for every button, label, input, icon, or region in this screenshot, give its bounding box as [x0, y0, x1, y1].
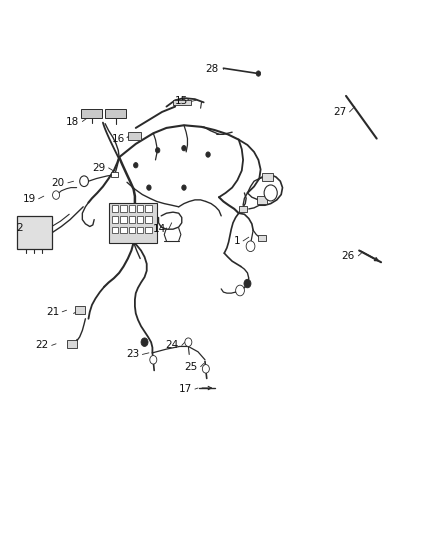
Bar — [112, 205, 118, 212]
Bar — [137, 216, 143, 223]
Bar — [129, 205, 135, 212]
Text: 20: 20 — [52, 178, 65, 188]
Circle shape — [182, 185, 186, 190]
Bar — [129, 216, 135, 223]
Circle shape — [185, 338, 192, 346]
Bar — [145, 205, 152, 212]
Text: 15: 15 — [175, 96, 188, 106]
Bar — [257, 196, 267, 204]
Text: 19: 19 — [23, 194, 36, 204]
Bar — [105, 109, 126, 118]
Circle shape — [206, 152, 210, 157]
Text: 16: 16 — [112, 134, 125, 143]
Bar — [81, 109, 102, 118]
Bar — [129, 227, 135, 233]
Bar — [145, 227, 152, 233]
Bar — [145, 216, 152, 223]
Text: 29: 29 — [92, 163, 105, 173]
Bar — [239, 206, 247, 212]
Circle shape — [134, 163, 138, 168]
Circle shape — [182, 146, 186, 151]
Circle shape — [53, 191, 60, 199]
Bar — [120, 205, 127, 212]
Bar — [128, 132, 141, 140]
Bar — [137, 227, 143, 233]
Text: 17: 17 — [179, 384, 192, 394]
Bar — [75, 306, 85, 314]
Bar — [109, 203, 157, 243]
Text: 25: 25 — [185, 362, 198, 372]
Text: 27: 27 — [333, 107, 346, 117]
Circle shape — [244, 279, 251, 288]
Text: 26: 26 — [342, 251, 355, 261]
Circle shape — [150, 356, 157, 364]
Bar — [120, 227, 127, 233]
Bar — [67, 340, 77, 348]
Bar — [112, 227, 118, 233]
Circle shape — [246, 241, 255, 252]
Circle shape — [256, 71, 261, 76]
Bar — [258, 235, 266, 241]
Bar — [137, 205, 143, 212]
Bar — [262, 173, 272, 181]
Bar — [120, 216, 127, 223]
Text: 23: 23 — [126, 350, 139, 359]
Text: 1: 1 — [233, 236, 240, 246]
Circle shape — [141, 338, 148, 346]
Circle shape — [236, 285, 244, 296]
Bar — [173, 100, 191, 105]
Text: 28: 28 — [206, 64, 219, 74]
Text: 21: 21 — [46, 307, 59, 317]
Text: 22: 22 — [35, 341, 48, 350]
Text: 2: 2 — [17, 223, 23, 232]
Circle shape — [264, 185, 277, 201]
Bar — [112, 216, 118, 223]
Text: 14: 14 — [152, 224, 166, 234]
Circle shape — [155, 148, 160, 153]
Circle shape — [147, 185, 151, 190]
Circle shape — [80, 176, 88, 187]
Circle shape — [202, 365, 209, 373]
Bar — [111, 172, 118, 177]
Text: 24: 24 — [166, 341, 179, 350]
Text: 18: 18 — [66, 117, 79, 126]
Bar — [17, 216, 52, 249]
